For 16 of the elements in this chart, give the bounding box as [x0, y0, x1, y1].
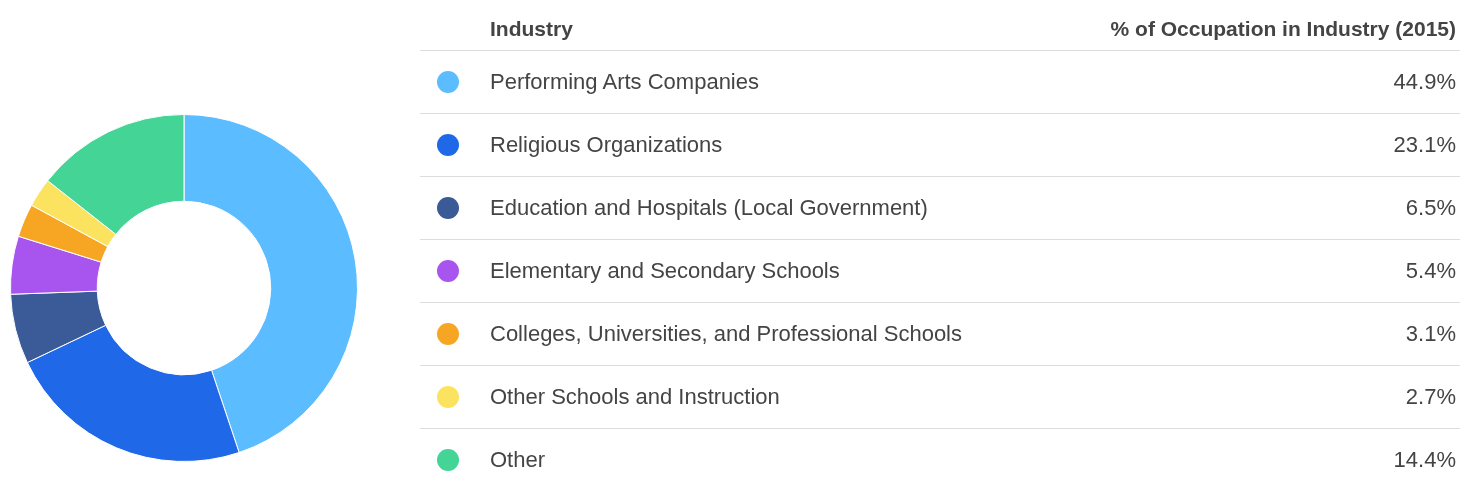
text: % of Occupation in Industry (2015) — [1110, 17, 1457, 41]
data-label: 3.1% — [1405, 321, 1457, 347]
data-label: 5.4% — [1405, 258, 1457, 284]
data-label: 23.1% — [1393, 132, 1457, 158]
legend-label: Performing Arts Companies — [490, 69, 760, 95]
data-label: 44.9% — [1393, 69, 1457, 95]
legend-label: Elementary and Secondary Schools — [490, 258, 841, 284]
data-label: 14.4% — [1393, 447, 1457, 473]
legend-label: Colleges, Universities, and Professional Schools — [490, 321, 963, 347]
legend-label: Religious Organizations — [490, 132, 724, 158]
data-label: 2.7% — [1405, 384, 1457, 410]
legend-label: Other — [490, 447, 547, 473]
legend-title: Industry — [490, 17, 574, 41]
data-label: 6.5% — [1405, 195, 1457, 221]
legend-label: Other Schools and Instruction — [490, 384, 781, 410]
legend-label: Education and Hospitals (Local Government) — [490, 195, 929, 221]
